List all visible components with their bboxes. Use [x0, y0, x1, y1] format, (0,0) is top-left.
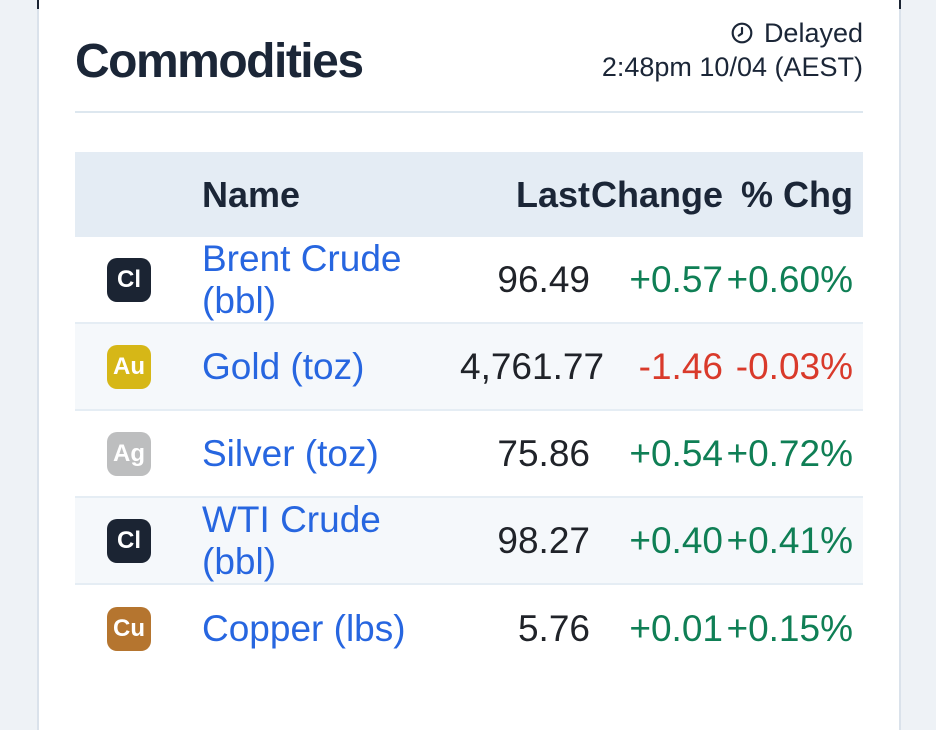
quote-status-block: Delayed 2:48pm 10/04 (AEST) — [602, 16, 863, 84]
table-body: Cl Brent Crude (bbl) 96.49 +0.57 +0.60% … — [75, 237, 863, 672]
page-title: Commodities — [75, 35, 364, 88]
commodity-link[interactable]: WTI Crude (bbl) — [202, 498, 381, 582]
commodity-symbol: Cl — [117, 265, 141, 293]
header-cell-change: Change — [590, 173, 723, 215]
last-price: 98.27 — [497, 519, 590, 561]
commodity-badge: Cl — [107, 257, 151, 302]
badge-cell: Cl — [75, 518, 202, 563]
change-value: +0.57 — [629, 258, 723, 300]
badge-cell: Cl — [75, 257, 202, 302]
commodity-link[interactable]: Copper (lbs) — [202, 607, 406, 649]
badge-cell: Ag — [75, 431, 202, 476]
commodity-badge: Au — [107, 344, 151, 389]
pct-change-value: +0.15% — [726, 607, 853, 649]
name-cell: Silver (toz) — [202, 433, 460, 475]
commodity-link[interactable]: Gold (toz) — [202, 345, 365, 387]
change-value: +0.54 — [629, 432, 723, 474]
commodity-symbol: Cl — [117, 526, 141, 554]
pct-change-value: +0.41% — [726, 519, 853, 561]
header-cell-name: Name — [202, 173, 301, 215]
commodities-table: Name Last Change % Chg Cl Brent Crude (b… — [75, 152, 863, 672]
delayed-indicator: Delayed — [602, 16, 863, 50]
table-row: Au Gold (toz) 4,761.77 -1.46 -0.03% — [75, 324, 863, 411]
widget-header: Commodities Delayed 2:48pm 10/04 (AEST) — [75, 0, 863, 113]
pct-change-value: -0.03% — [735, 345, 853, 387]
pct-change-value: +0.72% — [726, 432, 853, 474]
table-header-row: Name Last Change % Chg — [75, 152, 863, 237]
name-cell: Copper (lbs) — [202, 608, 460, 650]
delayed-label: Delayed — [763, 18, 863, 48]
last-price: 5.76 — [517, 607, 590, 649]
table-row: Cu Copper (lbs) 5.76 +0.01 +0.15% — [75, 585, 863, 672]
change-value: -1.46 — [638, 345, 723, 387]
name-cell: WTI Crude (bbl) — [202, 499, 460, 583]
pct-change-value: +0.60% — [726, 258, 853, 300]
last-price: 96.49 — [497, 258, 590, 300]
commodities-widget-card: Commodities Delayed 2:48pm 10/04 (AEST) … — [37, 0, 901, 730]
change-value: +0.40 — [629, 519, 723, 561]
badge-cell: Cu — [75, 606, 202, 651]
commodity-symbol: Cu — [113, 614, 145, 642]
last-price: 4,761.77 — [460, 345, 605, 387]
commodity-symbol: Au — [113, 352, 145, 380]
header-cell-pct-chg: % Chg — [741, 173, 853, 215]
table-row: Ag Silver (toz) 75.86 +0.54 +0.72% — [75, 411, 863, 498]
change-value: +0.01 — [629, 607, 723, 649]
header-cell-last: Last — [515, 173, 590, 215]
name-cell: Gold (toz) — [202, 346, 460, 388]
commodity-symbol: Ag — [113, 439, 145, 467]
commodity-badge: Ag — [107, 431, 151, 476]
table-row: Cl Brent Crude (bbl) 96.49 +0.57 +0.60% — [75, 237, 863, 324]
name-cell: Brent Crude (bbl) — [202, 238, 460, 322]
last-price: 75.86 — [497, 432, 590, 474]
commodity-link[interactable]: Silver (toz) — [202, 432, 379, 474]
commodity-link[interactable]: Brent Crude (bbl) — [202, 237, 402, 321]
clock-icon — [731, 22, 753, 44]
table-row: Cl WTI Crude (bbl) 98.27 +0.40 +0.41% — [75, 498, 863, 585]
badge-cell: Au — [75, 344, 202, 389]
commodity-badge: Cu — [107, 606, 151, 651]
commodity-badge: Cl — [107, 518, 151, 563]
timestamp: 2:48pm 10/04 (AEST) — [601, 52, 863, 82]
